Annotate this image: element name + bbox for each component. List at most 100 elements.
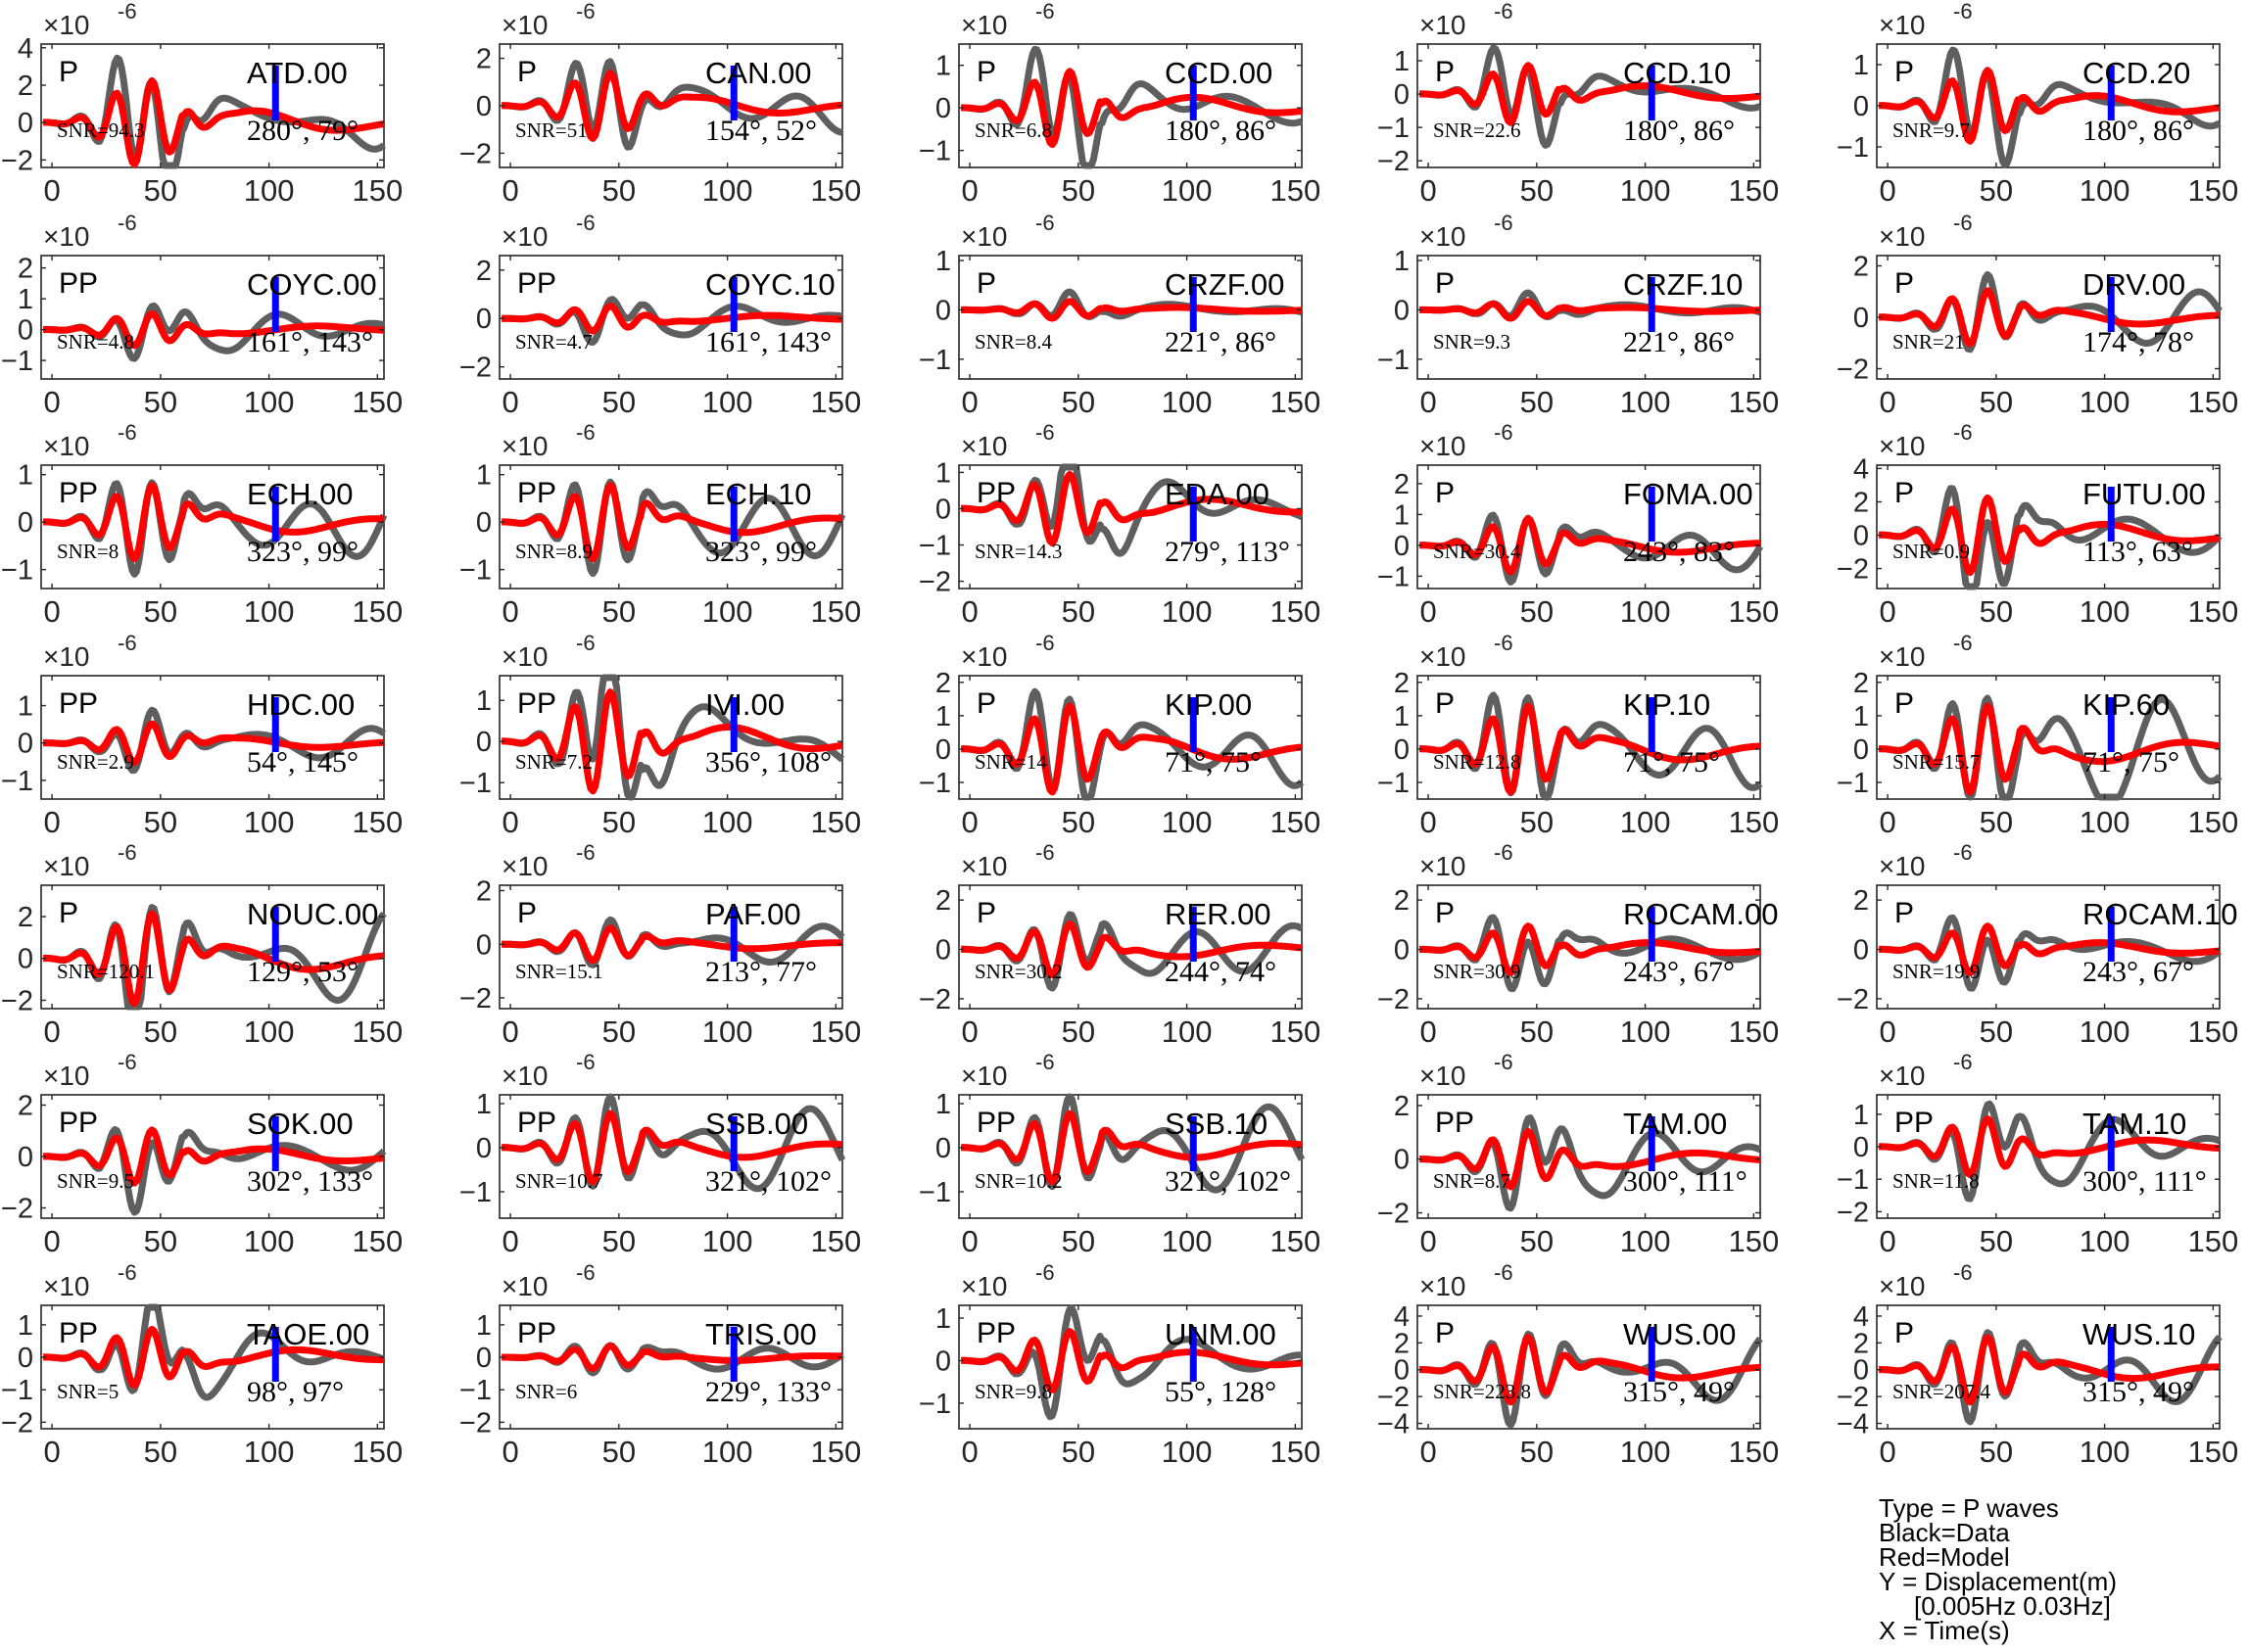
station-label: CRZF.00 xyxy=(1165,267,1284,302)
y-tick-label: 1 xyxy=(935,457,951,489)
y-tick-label: 1 xyxy=(476,460,492,492)
y-tick-label: 4 xyxy=(1394,1301,1410,1333)
station-label: COYC.10 xyxy=(705,267,836,302)
model-trace xyxy=(1877,1115,2222,1179)
panel-ech-10: 0 50 100 150 −1 0 1 ×10 -6 PP ECH.10 SNR=8.9 323°, 9… xyxy=(459,420,861,629)
model-trace xyxy=(41,910,386,1008)
x-tick-label: 100 xyxy=(2080,1435,2130,1469)
y-tick-label: 0 xyxy=(476,507,492,539)
y-tick-label: −1 xyxy=(459,768,492,799)
azimuth-takeoff-label: 243°, 67° xyxy=(2082,956,2194,988)
y-exponent-label: ×10 xyxy=(43,641,90,672)
station-label: ROCAM.00 xyxy=(1623,897,1778,931)
x-tick-label: 150 xyxy=(1269,173,1320,208)
x-tick-label: 50 xyxy=(1520,1435,1554,1469)
y-tick-label: 0 xyxy=(935,1345,951,1377)
x-tick-label: 100 xyxy=(702,1015,753,1049)
x-tick-label: 50 xyxy=(1520,1015,1554,1049)
y-tick-label: 1 xyxy=(18,460,33,492)
x-tick-label: 50 xyxy=(1062,1015,1095,1049)
x-tick-label: 0 xyxy=(502,385,518,419)
azimuth-takeoff-label: 55°, 128° xyxy=(1165,1376,1276,1408)
x-tick-label: 100 xyxy=(2080,173,2130,208)
y-exponent-label: ×10 xyxy=(502,641,549,672)
legend-x-axis: X = Time(s) xyxy=(1879,1616,2010,1645)
phase-label: P xyxy=(1894,687,1914,720)
x-tick-label: 0 xyxy=(1879,173,1895,208)
y-tick-label: −1 xyxy=(1,766,33,797)
x-tick-label: 50 xyxy=(1520,594,1554,629)
data-trace xyxy=(1417,691,1763,801)
y-tick-label: 0 xyxy=(1853,1132,1869,1163)
x-tick-label: 50 xyxy=(1980,1435,2013,1469)
y-exponent-label: ×10 xyxy=(43,10,90,40)
model-trace xyxy=(959,470,1304,547)
y-exponent-label: ×10 xyxy=(502,431,549,461)
azimuth-takeoff-label: 113°, 63° xyxy=(2082,536,2193,568)
snr-label: SNR=2.9 xyxy=(57,750,134,774)
y-exponent-label: ×10 xyxy=(1419,221,1466,252)
azimuth-takeoff-label: 180°, 86° xyxy=(2082,115,2194,147)
y-tick-label: 1 xyxy=(476,1089,492,1120)
azimuth-takeoff-label: 221°, 86° xyxy=(1165,326,1276,358)
panel-eda-00: 0 50 100 150 −2 −1 0 1 ×10 -6 PP EDA.00 SNR=14.3 279°… xyxy=(919,420,1320,629)
phase-label: P xyxy=(1894,56,1914,88)
snr-label: SNR=8.4 xyxy=(975,330,1052,354)
x-tick-label: 0 xyxy=(502,1224,518,1258)
x-tick-label: 150 xyxy=(1728,1015,1779,1049)
x-tick-label: 0 xyxy=(43,1435,60,1469)
x-tick-label: 150 xyxy=(1269,594,1320,629)
x-tick-label: 100 xyxy=(1620,805,1671,839)
y-tick-label: 0 xyxy=(935,494,951,525)
y-tick-label: 2 xyxy=(18,902,33,933)
y-exponent-power: -6 xyxy=(1494,631,1513,655)
y-exponent-label: ×10 xyxy=(1879,10,1926,40)
y-tick-label: 0 xyxy=(18,1142,33,1173)
model-trace xyxy=(41,1326,386,1390)
x-tick-label: 0 xyxy=(1419,594,1436,629)
azimuth-takeoff-label: 315°, 49° xyxy=(2082,1376,2194,1408)
y-tick-label: −2 xyxy=(1,1194,33,1225)
station-label: COYC.00 xyxy=(247,267,377,302)
x-tick-label: 150 xyxy=(1728,594,1779,629)
y-exponent-power: -6 xyxy=(1035,1260,1055,1285)
x-tick-label: 100 xyxy=(244,1224,295,1258)
y-tick-label: −1 xyxy=(1377,113,1410,144)
phase-label: P xyxy=(517,897,537,929)
axes-box xyxy=(499,1304,843,1430)
x-tick-label: 50 xyxy=(144,385,177,419)
model-trace xyxy=(41,482,386,563)
snr-label: SNR=6.8 xyxy=(975,118,1052,142)
model-trace xyxy=(1417,62,1762,126)
station-label: ROCAM.10 xyxy=(2082,897,2237,931)
model-trace xyxy=(959,920,1304,979)
legend-y-axis: Y = Displacement(m) xyxy=(1879,1567,2117,1596)
y-exponent-power: -6 xyxy=(1035,0,1055,24)
model-trace xyxy=(959,68,1304,149)
phase-label: PP xyxy=(59,477,98,509)
panel-crzf-10: 0 50 100 150 −1 0 1 ×10 -6 P CRZF.10 SNR=9.3 221°, 8… xyxy=(1377,211,1779,419)
y-exponent-power: -6 xyxy=(1035,1050,1055,1074)
y-exponent-power: -6 xyxy=(576,420,596,445)
y-tick-label: 0 xyxy=(1394,531,1410,562)
y-tick-label: 1 xyxy=(18,691,33,723)
x-tick-label: 100 xyxy=(1162,1015,1213,1049)
model-trace xyxy=(1417,922,1762,976)
y-exponent-label: ×10 xyxy=(43,221,90,252)
x-tick-label: 50 xyxy=(1980,1015,2013,1049)
snr-label: SNR=9.5 xyxy=(57,1169,134,1193)
y-tick-label: 2 xyxy=(18,71,33,102)
y-exponent-label: ×10 xyxy=(961,851,1008,881)
x-tick-label: 150 xyxy=(810,1015,861,1049)
y-tick-label: 1 xyxy=(935,51,951,82)
y-tick-label: 2 xyxy=(935,668,951,699)
y-exponent-label: ×10 xyxy=(502,1061,549,1091)
y-tick-label: −2 xyxy=(1,985,33,1016)
x-tick-label: 0 xyxy=(43,1224,60,1258)
phase-label: P xyxy=(1435,1317,1455,1349)
y-exponent-label: ×10 xyxy=(1879,431,1926,461)
phase-label: PP xyxy=(59,1107,98,1139)
